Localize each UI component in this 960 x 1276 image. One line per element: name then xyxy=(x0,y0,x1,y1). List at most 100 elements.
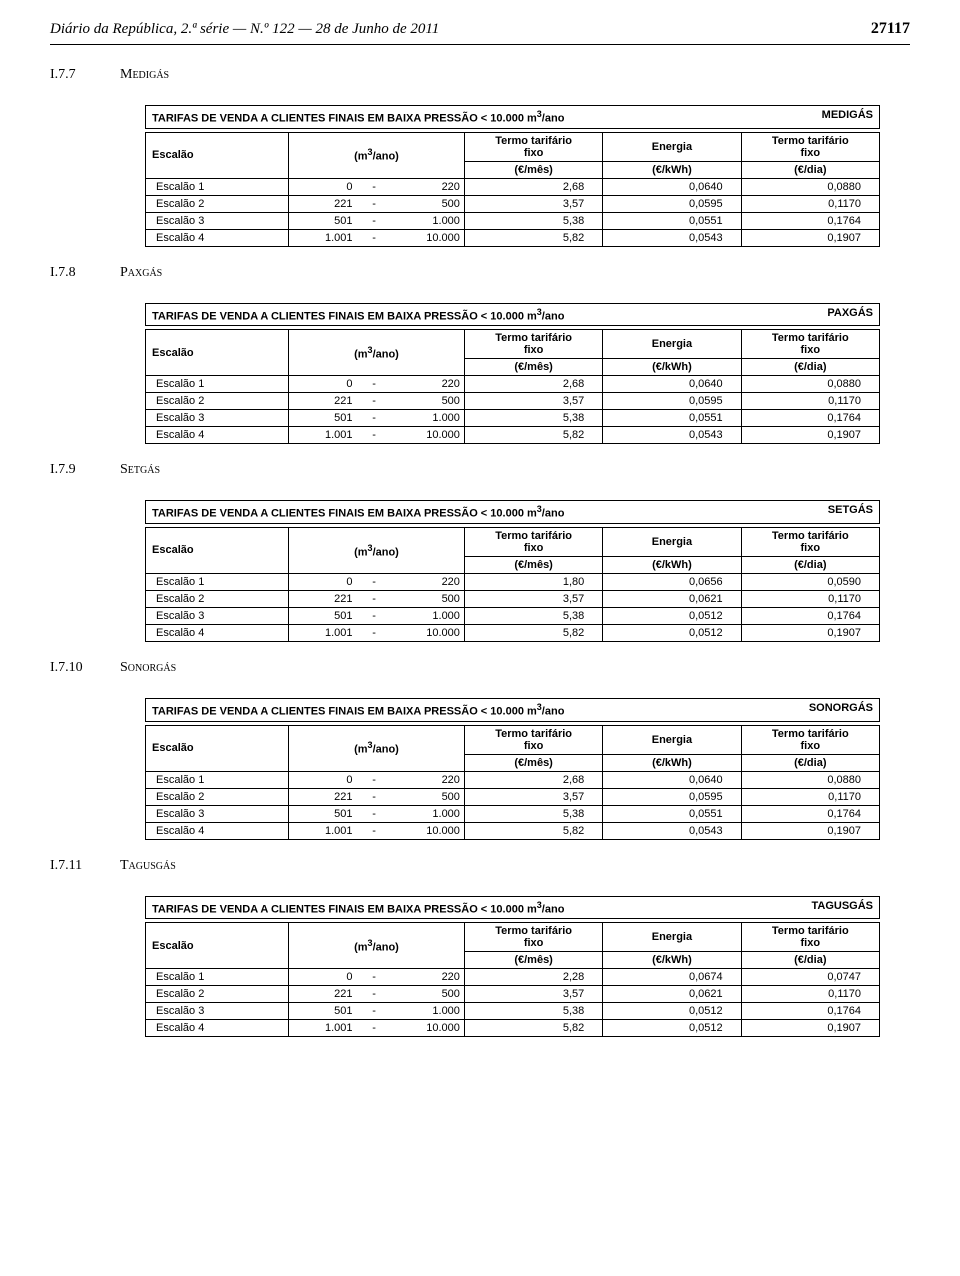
cell-kwh: 0,0595 xyxy=(603,393,741,410)
cell-range-to: 500 xyxy=(392,393,465,410)
cell-dia: 0,1907 xyxy=(741,624,879,641)
cell-dia: 0,1170 xyxy=(741,788,879,805)
cell-range-sep: - xyxy=(357,771,392,788)
cell-dia: 0,0747 xyxy=(741,969,879,986)
cell-kwh: 0,0512 xyxy=(603,624,741,641)
unit-dia: (€/dia) xyxy=(741,359,879,376)
cell-escalao: Escalão 3 xyxy=(146,1003,289,1020)
col-escalao: Escalão xyxy=(146,330,289,376)
cell-range-to: 10.000 xyxy=(392,427,465,444)
section-name: Setgás xyxy=(120,462,160,477)
table-row: Escalão 41.001-10.0005,820,05120,1907 xyxy=(146,624,880,641)
table-row: Escalão 10-2202,680,06400,0880 xyxy=(146,178,880,195)
table-row: Escalão 2221-5003,570,06210,1170 xyxy=(146,986,880,1003)
unit-dia: (€/dia) xyxy=(741,161,879,178)
cell-dia: 0,1170 xyxy=(741,195,879,212)
cell-kwh: 0,0656 xyxy=(603,573,741,590)
cell-range-from: 1.001 xyxy=(289,427,357,444)
cell-mes: 5,38 xyxy=(464,607,602,624)
col-range: (m3/ano) xyxy=(289,527,465,573)
cell-dia: 0,1764 xyxy=(741,410,879,427)
table-title: TARIFAS DE VENDA A CLIENTES FINAIS EM BA… xyxy=(146,699,752,721)
page-number: 27117 xyxy=(871,20,910,38)
col-range: (m3/ano) xyxy=(289,330,465,376)
unit-kwh: (€/kWh) xyxy=(603,556,741,573)
cell-range-from: 1.001 xyxy=(289,822,357,839)
cell-dia: 0,0880 xyxy=(741,771,879,788)
section-heading: I.7.8Paxgás xyxy=(50,265,910,281)
cell-range-sep: - xyxy=(357,822,392,839)
cell-mes: 2,68 xyxy=(464,376,602,393)
tariff-table: Escalão(m3/ano)Termo tarifáriofixoEnergi… xyxy=(145,922,880,1037)
table-row: Escalão 41.001-10.0005,820,05120,1907 xyxy=(146,1020,880,1037)
table-title-row: TARIFAS DE VENDA A CLIENTES FINAIS EM BA… xyxy=(145,896,880,920)
table-row: Escalão 10-2202,680,06400,0880 xyxy=(146,376,880,393)
cell-range-to: 220 xyxy=(392,969,465,986)
cell-range-sep: - xyxy=(357,376,392,393)
col-escalao: Escalão xyxy=(146,923,289,969)
cell-range-sep: - xyxy=(357,178,392,195)
cell-dia: 0,1764 xyxy=(741,212,879,229)
col-range: (m3/ano) xyxy=(289,923,465,969)
cell-escalao: Escalão 1 xyxy=(146,376,289,393)
cell-mes: 5,38 xyxy=(464,805,602,822)
table-title-row: TARIFAS DE VENDA A CLIENTES FINAIS EM BA… xyxy=(145,698,880,722)
cell-range-from: 221 xyxy=(289,195,357,212)
cell-dia: 0,1170 xyxy=(741,986,879,1003)
cell-mes: 5,82 xyxy=(464,1020,602,1037)
cell-kwh: 0,0640 xyxy=(603,771,741,788)
table-title: TARIFAS DE VENDA A CLIENTES FINAIS EM BA… xyxy=(146,304,752,326)
cell-mes: 5,38 xyxy=(464,410,602,427)
cell-range-from: 0 xyxy=(289,969,357,986)
col-termo-dia: Termo tarifáriofixo xyxy=(741,725,879,754)
cell-range-from: 0 xyxy=(289,573,357,590)
table-row: Escalão 3501-1.0005,380,05120,1764 xyxy=(146,1003,880,1020)
col-range: (m3/ano) xyxy=(289,725,465,771)
section-heading: I.7.11Tagusgás xyxy=(50,858,910,874)
cell-escalao: Escalão 4 xyxy=(146,229,289,246)
cell-mes: 3,57 xyxy=(464,986,602,1003)
unit-dia: (€/dia) xyxy=(741,754,879,771)
cell-dia: 0,1170 xyxy=(741,590,879,607)
table-title: TARIFAS DE VENDA A CLIENTES FINAIS EM BA… xyxy=(146,106,752,128)
unit-mes: (€/mês) xyxy=(464,556,602,573)
cell-dia: 0,1764 xyxy=(741,1003,879,1020)
cell-mes: 5,82 xyxy=(464,624,602,641)
cell-range-from: 1.001 xyxy=(289,1020,357,1037)
cell-kwh: 0,0621 xyxy=(603,590,741,607)
table-brand: TAGUSGÁS xyxy=(752,897,879,919)
cell-mes: 1,80 xyxy=(464,573,602,590)
table-row: Escalão 41.001-10.0005,820,05430,1907 xyxy=(146,427,880,444)
cell-escalao: Escalão 3 xyxy=(146,805,289,822)
cell-kwh: 0,0621 xyxy=(603,986,741,1003)
cell-escalao: Escalão 2 xyxy=(146,986,289,1003)
cell-range-to: 220 xyxy=(392,376,465,393)
cell-range-to: 1.000 xyxy=(392,212,465,229)
col-escalao: Escalão xyxy=(146,527,289,573)
cell-range-from: 1.001 xyxy=(289,229,357,246)
cell-mes: 2,68 xyxy=(464,178,602,195)
cell-escalao: Escalão 4 xyxy=(146,427,289,444)
cell-mes: 3,57 xyxy=(464,393,602,410)
unit-mes: (€/mês) xyxy=(464,161,602,178)
cell-escalao: Escalão 3 xyxy=(146,212,289,229)
cell-escalao: Escalão 4 xyxy=(146,1020,289,1037)
cell-range-sep: - xyxy=(357,1003,392,1020)
cell-range-sep: - xyxy=(357,427,392,444)
cell-escalao: Escalão 1 xyxy=(146,573,289,590)
cell-dia: 0,1170 xyxy=(741,393,879,410)
unit-kwh: (€/kWh) xyxy=(603,754,741,771)
cell-mes: 5,82 xyxy=(464,427,602,444)
col-termo-dia: Termo tarifáriofixo xyxy=(741,527,879,556)
cell-escalao: Escalão 1 xyxy=(146,969,289,986)
cell-range-sep: - xyxy=(357,229,392,246)
cell-range-sep: - xyxy=(357,410,392,427)
tariff-table: Escalão(m3/ano)Termo tarifáriofixoEnergi… xyxy=(145,725,880,840)
unit-kwh: (€/kWh) xyxy=(603,161,741,178)
section-heading: I.7.9Setgás xyxy=(50,462,910,478)
cell-escalao: Escalão 4 xyxy=(146,624,289,641)
cell-range-to: 1.000 xyxy=(392,1003,465,1020)
cell-range-to: 220 xyxy=(392,178,465,195)
cell-kwh: 0,0640 xyxy=(603,376,741,393)
col-termo-mes: Termo tarifáriofixo xyxy=(464,527,602,556)
